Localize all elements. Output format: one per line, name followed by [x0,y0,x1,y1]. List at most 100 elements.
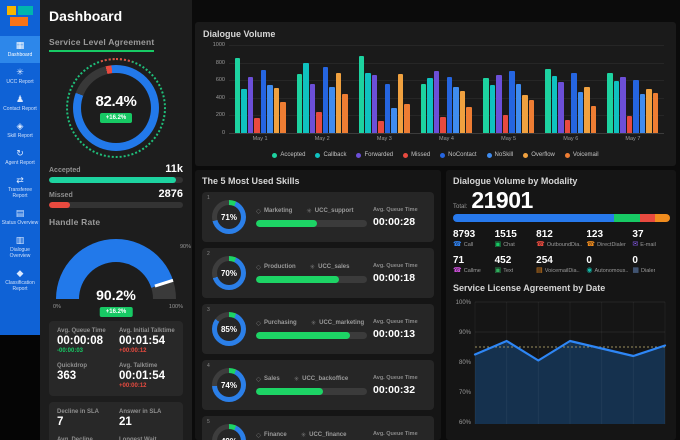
sidebar-item-dialogue-overview[interactable]: ▥ Dialogue Overview [0,231,40,264]
dv-bar-missed[interactable] [626,116,633,133]
dv-bar-noskill[interactable] [577,91,584,133]
dv-bar-nocontact[interactable] [446,76,453,133]
dv-bar-callback[interactable] [489,85,496,133]
dv-bar-overflow[interactable] [646,89,652,133]
sidebar-item-dashboard[interactable]: ▦ Dashboard [0,36,40,63]
dv-bar-voicemail[interactable] [528,99,535,133]
modality-item-text[interactable]: 452 ▣ Text [495,255,533,274]
dv-bar-overflow[interactable] [584,87,590,133]
skill-row-purchasing[interactable]: 3 85% ◇ Purchasing ✳ UCC_marketing Avg. Queue … [202,304,434,354]
modality-item-email[interactable]: 37 ✉ E-mail [632,229,670,248]
sla-by-date-chart[interactable]: 100% 90% 80% 70% 60% [453,296,669,424]
modality-item-autonomous[interactable]: 0 ◉ Autonomous.. [586,255,628,274]
dv-bar-group-3 [353,45,415,133]
dv-bar-missed[interactable] [316,112,322,133]
dv-bar-nocontact[interactable] [384,83,391,133]
dv-bar-forwarded[interactable] [247,76,254,133]
dv-bar-noskill[interactable] [329,87,335,133]
dv-bar-noskill[interactable] [515,83,522,133]
modality-item-call[interactable]: 8793 ☎ Call [453,229,491,248]
dv-bar-voicemail[interactable] [280,102,286,133]
sidebar-item-contact-report[interactable]: ♟ Contact Report [0,90,40,117]
modality-item-outbounddia[interactable]: 812 ☎ OutboundDia.. [536,229,582,248]
dv-bar-overflow[interactable] [273,88,280,133]
skill-row-production[interactable]: 2 70% ◇ Production ✳ UCC_sales Avg. Queue Time… [202,248,434,298]
dv-bar-callback[interactable] [551,75,558,133]
dv-bar-callback[interactable] [241,88,247,133]
legend-item-overflow[interactable]: Overflow [523,152,555,158]
dv-ytick: 600 [215,77,225,84]
sidebar-item-skill-report[interactable]: ◈ Skill Report [0,117,40,144]
dv-bar-overflow[interactable] [459,90,466,133]
modality-item-chat[interactable]: 1515 ▣ Chat [495,229,533,248]
dv-bar-accepted[interactable] [420,83,427,133]
dv-bar-missed[interactable] [254,118,260,133]
skill-row-sales[interactable]: 4 74% ◇ Sales ✳ UCC_backoffice Avg. Queue Time… [202,360,434,410]
dv-bar-callback[interactable] [613,81,620,133]
dv-bar-forwarded[interactable] [433,71,440,133]
dv-bar-missed[interactable] [564,119,571,133]
dv-bar-overflow[interactable] [522,95,528,133]
outbound-dialer-icon: ☎ [536,241,545,248]
legend-item-callback[interactable]: Callback [315,152,346,158]
sidebar-item-status-overview[interactable]: ▤ Status Overview [0,204,40,231]
dv-bar-noskill[interactable] [391,108,397,133]
app-logo[interactable] [7,6,33,28]
dv-bar-missed[interactable] [440,117,446,133]
dv-bar-nocontact[interactable] [633,80,639,133]
dv-bar-accepted[interactable] [607,73,613,133]
dv-bar-noskill[interactable] [639,94,646,133]
handle-rate-gauge[interactable]: 90.2% 0% 100% 90% +16.2% [53,239,191,317]
sidebar-item-ucc-report[interactable]: ✳ UCC Report [0,63,40,90]
dv-bar-callback[interactable] [427,78,433,133]
dv-bar-voicemail[interactable] [466,106,472,133]
legend-item-accepted[interactable]: Accepted [272,152,305,158]
dv-bar-accepted[interactable] [296,74,303,133]
dv-bar-accepted[interactable] [545,68,551,133]
legend-item-forwarded[interactable]: Forwarded [356,152,393,158]
legend-chip [403,152,409,158]
dv-bar-missed[interactable] [378,121,384,133]
dialogue-volume-chart[interactable]: 1000 800 600 400 200 0 May 1 May 2 May 3 May 4 Ma… [213,42,664,149]
sidebar-item-transferee-report[interactable]: ⇄ Transferee Report [0,171,40,204]
sla-gauge[interactable]: 82.4% +16.2% [66,58,166,158]
skill-rank: 2 [207,251,210,257]
dv-bar-accepted[interactable] [234,57,241,133]
dv-bar-nocontact[interactable] [509,71,515,133]
dv-bar-forwarded[interactable] [496,74,502,133]
modality-item-voicemaildia[interactable]: 254 ▤ VoicemailDia.. [536,255,582,274]
dv-bar-nocontact[interactable] [571,73,577,133]
modality-segment [453,214,614,222]
dv-bar-forwarded[interactable] [620,76,626,133]
dv-bar-noskill[interactable] [453,87,459,133]
dv-bar-voicemail[interactable] [590,105,597,133]
dv-bar-accepted[interactable] [358,55,365,133]
dv-bar-forwarded[interactable] [558,82,564,133]
modality-item-dialer[interactable]: 0 ▦ Dialer [632,255,670,274]
legend-item-voicemail[interactable]: Voicemail [564,152,599,158]
legend-item-missed[interactable]: Missed [403,152,430,158]
dv-bar-callback[interactable] [365,72,371,133]
dv-bar-accepted[interactable] [483,78,489,133]
dv-bar-overflow[interactable] [335,72,342,133]
dv-bar-voicemail[interactable] [404,103,410,133]
dv-bar-callback[interactable] [303,63,309,133]
dv-bar-voicemail[interactable] [652,92,659,133]
sidebar-item-classification-report[interactable]: ◆ Classification Report [0,264,40,297]
dv-bar-overflow[interactable] [397,74,404,133]
legend-item-nocontact[interactable]: NoContact [440,152,477,158]
modality-item-directdialer[interactable]: 123 ☎ DirectDialer [586,229,628,248]
sidebar-item-agent-report[interactable]: ↻ Agent Report [0,144,40,171]
sla-delta-badge: +16.2% [99,113,133,123]
legend-item-noskill[interactable]: NoSkill [486,152,513,158]
dv-bar-noskill[interactable] [267,84,273,133]
modality-item-callme[interactable]: 71 ☎ Callme [453,255,491,274]
dv-bar-nocontact[interactable] [322,67,329,133]
dv-bar-voicemail[interactable] [342,93,348,133]
dv-bar-forwarded[interactable] [309,84,316,133]
dv-bar-missed[interactable] [502,115,509,133]
skill-row-marketing[interactable]: 1 71% ◇ Marketing ✳ UCC_support Avg. Queue Tim… [202,192,434,242]
dv-bar-forwarded[interactable] [371,75,378,133]
dv-bar-nocontact[interactable] [260,69,267,133]
